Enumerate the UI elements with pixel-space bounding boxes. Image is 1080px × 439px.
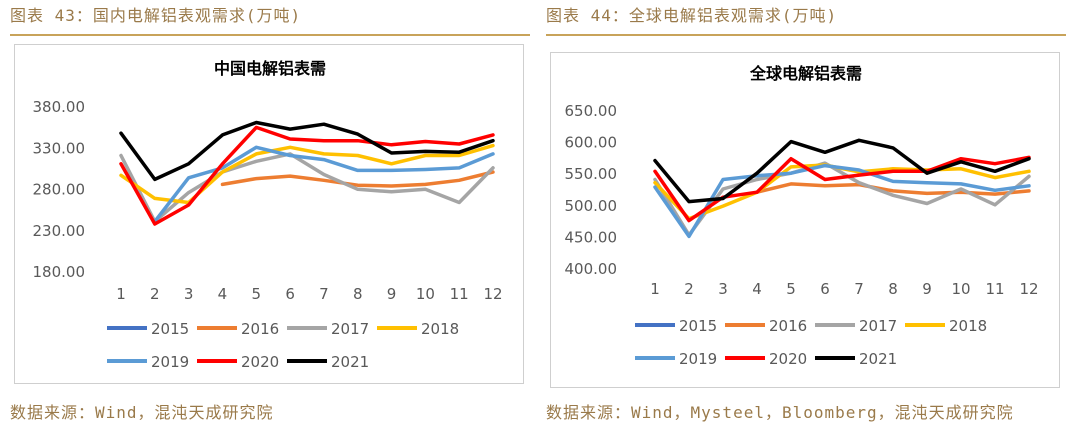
x-tick-label: 2 <box>150 285 160 303</box>
chart-frame: 全球电解铝表需 400.00 450.00 500.00 550.00 600.00 650… <box>550 52 1060 388</box>
chart-title: 中国电解铝表需 <box>214 59 326 78</box>
legend-label: 2019 <box>151 353 189 371</box>
x-tick-label: 10 <box>951 280 970 298</box>
x-tick-label: 3 <box>718 280 728 298</box>
x-tick-label: 6 <box>285 285 295 303</box>
x-tick-label: 8 <box>353 285 363 303</box>
series-line-2019 <box>153 145 495 224</box>
series-line-2018 <box>119 143 495 205</box>
legend-label: 2015 <box>679 317 717 335</box>
y-tick-label: 600.00 <box>565 134 618 152</box>
data-source-note: 数据来源：Wind，混沌天成研究院 <box>10 403 274 422</box>
legend-label: 2017 <box>331 320 369 338</box>
legend-label: 2020 <box>769 350 807 368</box>
series-line-2016 <box>220 170 495 188</box>
series-line-2021 <box>653 138 1031 204</box>
x-tick-label: 12 <box>1019 280 1038 298</box>
x-tick-label: 5 <box>786 280 796 298</box>
x-tick-label: 3 <box>184 285 194 303</box>
x-tick-label: 10 <box>416 285 435 303</box>
y-tick-label: 180.00 <box>33 263 86 281</box>
y-tick-label: 230.00 <box>33 222 86 240</box>
y-tick-label: 380.00 <box>33 98 86 116</box>
x-tick-label: 1 <box>650 280 660 298</box>
x-tick-label: 6 <box>820 280 830 298</box>
series-line-2019 <box>653 163 1031 239</box>
y-tick-label: 500.00 <box>565 197 618 215</box>
chart-title: 全球电解铝表需 <box>749 64 862 83</box>
y-tick-label: 280.00 <box>33 181 86 199</box>
series-line-2021 <box>119 120 495 182</box>
x-tick-label: 9 <box>922 280 932 298</box>
x-tick-label: 2 <box>684 280 694 298</box>
series-line-2017 <box>653 161 1031 237</box>
x-tick-label: 4 <box>218 285 228 303</box>
figure-title: 图表 43：国内电解铝表观需求(万吨) <box>10 6 302 25</box>
x-tick-label: 11 <box>450 285 469 303</box>
title-rule <box>10 34 530 36</box>
legend-label: 2018 <box>949 317 987 335</box>
x-tick-label: 1 <box>116 285 126 303</box>
chart-frame: 中国电解铝表需 180.00 230.00 280.00 330.00 380.00 1 2 3… <box>14 44 524 384</box>
panel-left: 图表 43：国内电解铝表观需求(万吨) 中国电解铝表需 180.00 230.00 2… <box>10 0 530 439</box>
x-tick-label: 7 <box>854 280 864 298</box>
legend-label: 2019 <box>679 350 717 368</box>
x-tick-label: 12 <box>483 285 502 303</box>
legend-label: 2016 <box>769 317 807 335</box>
y-tick-label: 550.00 <box>565 165 618 183</box>
legend-label: 2017 <box>859 317 897 335</box>
x-tick-label: 11 <box>985 280 1004 298</box>
x-tick-label: 5 <box>251 285 261 303</box>
legend-label: 2018 <box>421 320 459 338</box>
y-tick-label: 650.00 <box>565 102 618 120</box>
legend-label: 2021 <box>331 353 369 371</box>
y-tick-label: 400.00 <box>565 260 618 278</box>
legend-label: 2015 <box>151 320 189 338</box>
legend-label: 2016 <box>241 320 279 338</box>
legend-label: 2020 <box>241 353 279 371</box>
x-tick-label: 7 <box>319 285 329 303</box>
figure-title: 图表 44：全球电解铝表观需求(万吨) <box>546 6 838 25</box>
x-tick-label: 8 <box>888 280 898 298</box>
global-demand-chart: 全球电解铝表需 400.00 450.00 500.00 550.00 600.00 650… <box>565 64 1039 368</box>
series-line-2017 <box>119 152 495 224</box>
title-rule <box>546 34 1066 36</box>
x-tick-label: 4 <box>752 280 762 298</box>
panel-right: 图表 44：全球电解铝表观需求(万吨) 全球电解铝表需 400.00 450.00 5… <box>546 0 1066 439</box>
y-tick-label: 330.00 <box>33 139 86 157</box>
x-tick-label: 9 <box>387 285 397 303</box>
y-tick-label: 450.00 <box>565 228 618 246</box>
data-source-note: 数据来源：Wind，Mysteel，Bloomberg，混沌天成研究院 <box>546 403 1014 422</box>
series-line-2020 <box>119 125 495 226</box>
series-line-2016 <box>755 182 1031 196</box>
series-line-2020 <box>653 155 1031 223</box>
legend-label: 2021 <box>859 350 897 368</box>
